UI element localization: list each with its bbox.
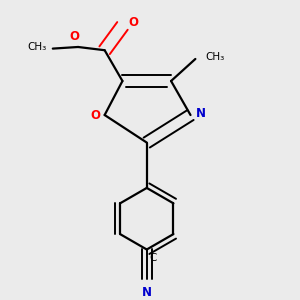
Text: O: O [91, 109, 100, 122]
Text: N: N [142, 286, 152, 299]
Text: C: C [149, 253, 157, 263]
Text: O: O [70, 30, 80, 43]
Text: CH₃: CH₃ [28, 42, 47, 52]
Text: N: N [196, 107, 206, 120]
Text: O: O [128, 16, 138, 29]
Text: CH₃: CH₃ [206, 52, 225, 62]
